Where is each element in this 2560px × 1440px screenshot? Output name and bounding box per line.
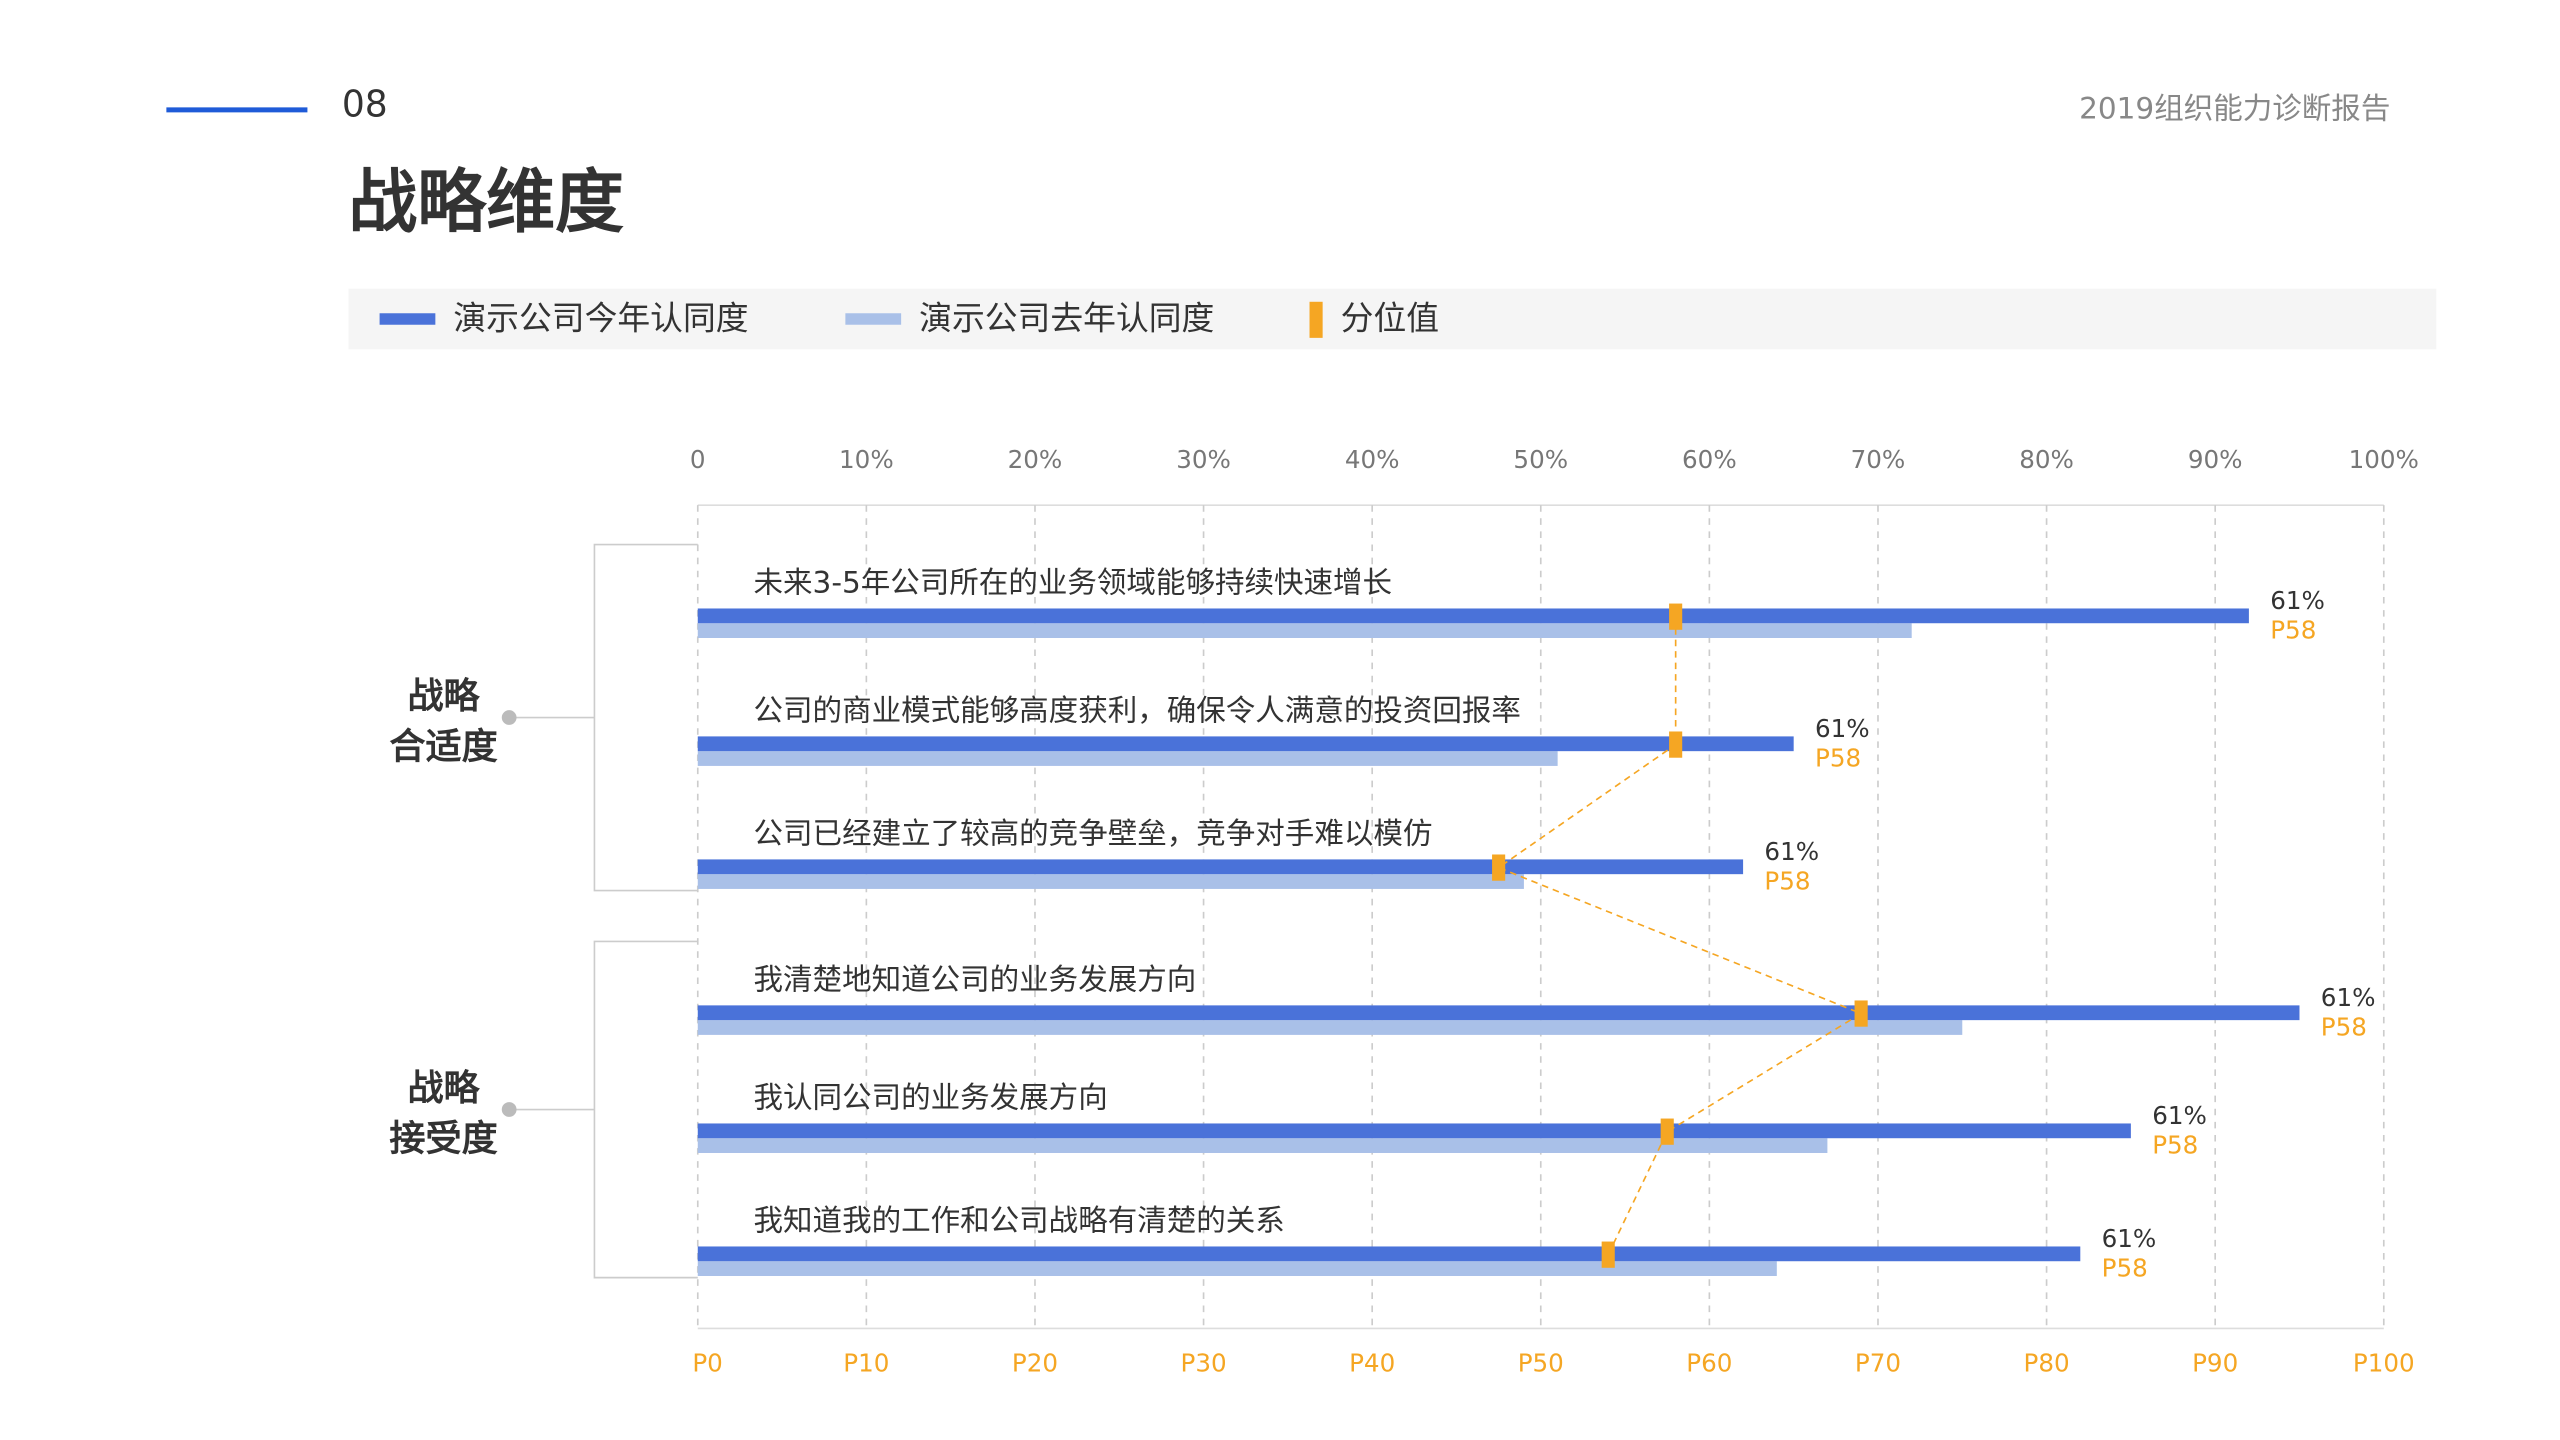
percentile-connector xyxy=(1496,616,1863,1256)
x-tick-label: 70% xyxy=(1851,445,1906,474)
group-bracket xyxy=(593,940,698,1279)
report-title: 2019组织能力诊断报告 xyxy=(2079,91,2390,125)
score-label: 61% xyxy=(2152,1101,2207,1130)
legend-bg xyxy=(348,288,2437,350)
x-tick-label: 30% xyxy=(1176,445,1231,474)
bar-this-year xyxy=(697,1246,2081,1262)
percentile-marker xyxy=(1669,603,1683,630)
bar-last-year xyxy=(697,623,1912,638)
score-label: 61% xyxy=(2102,1224,2157,1253)
x-tick-label: 10% xyxy=(839,445,894,474)
category-label: 公司已经建立了较高的竞争壁垒，竞争对手难以模仿 xyxy=(754,816,1433,850)
category-label: 我认同公司的业务发展方向 xyxy=(754,1080,1108,1114)
bar-last-year xyxy=(697,751,1558,766)
bar-last-year xyxy=(697,1020,1963,1035)
group-dot xyxy=(501,710,517,725)
group-bracket xyxy=(593,543,698,892)
bar-last-year xyxy=(697,1138,1828,1153)
percentile-label: P58 xyxy=(2321,1012,2367,1041)
x2-tick-label: P100 xyxy=(2353,1349,2415,1378)
x2-tick-label: P90 xyxy=(2192,1349,2238,1378)
category-label: 公司的商业模式能够高度获利，确保令人满意的投资回报率 xyxy=(754,693,1521,727)
percentile-label: P58 xyxy=(1815,743,1861,772)
x2-tick-label: P10 xyxy=(843,1349,889,1378)
x-tick-label: 100% xyxy=(2349,445,2419,474)
x2-tick-label: P60 xyxy=(1686,1349,1732,1378)
category-label: 我知道我的工作和公司战略有清楚的关系 xyxy=(754,1203,1285,1237)
bar-last-year xyxy=(697,1261,1777,1276)
x2-tick-label: P30 xyxy=(1181,1349,1227,1378)
bar-last-year xyxy=(697,874,1524,889)
percentile-marker xyxy=(1660,1118,1674,1145)
category-label: 未来3-5年公司所在的业务领域能够持续快速增长 xyxy=(754,565,1393,599)
score-label: 61% xyxy=(1764,837,1819,866)
legend-swatch xyxy=(379,313,436,325)
x2-tick-label: P0 xyxy=(692,1349,722,1378)
bar-this-year xyxy=(697,1005,2300,1021)
percentile-label: P58 xyxy=(2152,1130,2198,1159)
x-tick-label: 20% xyxy=(1008,445,1063,474)
percentile-marker xyxy=(1601,1241,1615,1268)
group-label: 接受度 xyxy=(389,1118,497,1160)
legend-swatch xyxy=(1309,301,1323,338)
x-tick-label: 0 xyxy=(690,445,706,474)
page-number: 08 xyxy=(342,84,388,126)
x2-tick-label: P70 xyxy=(1855,1349,1901,1378)
x2-tick-label: P40 xyxy=(1349,1349,1395,1378)
x-tick-label: 80% xyxy=(2019,445,2074,474)
score-label: 61% xyxy=(1815,714,1870,743)
x2-tick-label: P50 xyxy=(1518,1349,1564,1378)
score-label: 61% xyxy=(2321,983,2376,1012)
group-label: 合适度 xyxy=(389,726,497,768)
x-tick-label: 90% xyxy=(2188,445,2243,474)
percentile-label: P58 xyxy=(1764,866,1810,895)
legend-label: 演示公司去年认同度 xyxy=(919,299,1214,337)
percentile-marker xyxy=(1854,1000,1868,1027)
x-tick-label: 60% xyxy=(1682,445,1737,474)
group-dot xyxy=(501,1102,517,1117)
page-title: 战略维度 xyxy=(348,163,624,243)
x2-tick-label: P20 xyxy=(1012,1349,1058,1378)
percentile-label: P58 xyxy=(2270,615,2316,644)
category-label: 我清楚地知道公司的业务发展方向 xyxy=(754,962,1197,996)
bar-this-year xyxy=(697,1123,2131,1139)
bar-this-year xyxy=(697,608,2249,624)
legend-swatch xyxy=(845,313,902,325)
bar-this-year xyxy=(697,736,1794,752)
group-label: 战略 xyxy=(407,675,480,717)
percentile-label: P58 xyxy=(2102,1253,2148,1282)
group-label: 战略 xyxy=(407,1067,480,1109)
x-tick-label: 50% xyxy=(1513,445,1568,474)
percentile-marker xyxy=(1492,854,1506,881)
x-tick-label: 40% xyxy=(1345,445,1400,474)
x2-tick-label: P80 xyxy=(2024,1349,2070,1378)
percentile-marker xyxy=(1669,731,1683,758)
bar-this-year xyxy=(697,859,1744,875)
legend-label: 演示公司今年认同度 xyxy=(453,299,748,337)
score-label: 61% xyxy=(2270,586,2325,615)
legend-label: 分位值 xyxy=(1341,299,1439,337)
